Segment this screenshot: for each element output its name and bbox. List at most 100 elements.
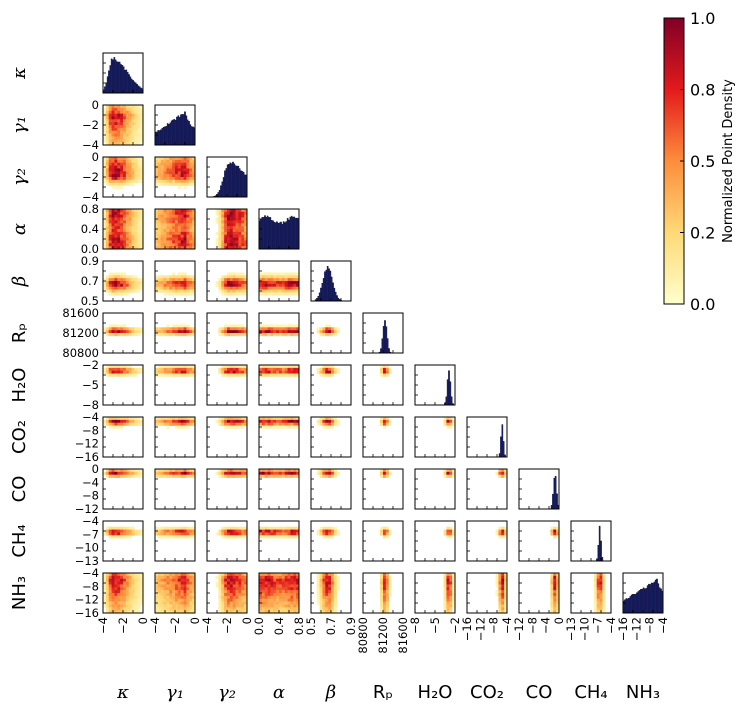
density-cell	[224, 529, 228, 533]
density-cell	[155, 526, 159, 530]
density-cell	[180, 598, 184, 602]
density-cell	[172, 601, 176, 605]
density-cell	[108, 159, 112, 164]
density-cell	[322, 593, 326, 597]
density-cell	[125, 373, 130, 377]
density-cell	[131, 370, 135, 374]
density-cell	[287, 471, 291, 476]
density-cell	[498, 601, 502, 605]
histogram-bar	[646, 585, 649, 614]
density-cell	[238, 417, 242, 421]
histogram-bar	[140, 87, 142, 94]
density-cell	[273, 532, 277, 536]
x-tick-label: −5	[428, 617, 442, 634]
density-cell	[163, 575, 167, 580]
density-cell	[316, 573, 320, 577]
density-cell	[180, 177, 184, 181]
histogram-bar	[126, 72, 129, 94]
density-cell	[183, 367, 187, 372]
density-cell	[131, 211, 135, 216]
density-cell	[221, 246, 225, 250]
density-cell	[186, 220, 190, 224]
density-cell	[186, 584, 190, 588]
density-cell	[224, 240, 228, 244]
density-cell	[284, 573, 288, 577]
density-cell	[267, 529, 271, 533]
histogram-bar	[238, 168, 241, 198]
density-cell	[241, 529, 245, 533]
density-cell	[108, 229, 112, 233]
density-cell	[172, 373, 176, 377]
density-cell	[123, 593, 127, 597]
density-cell	[128, 125, 132, 129]
density-cell	[284, 601, 288, 605]
density-cell	[157, 469, 162, 473]
density-cell	[244, 229, 248, 233]
histogram-bar	[277, 223, 280, 250]
density-cell	[172, 417, 176, 421]
density-cell	[221, 590, 225, 594]
density-cell	[131, 469, 135, 473]
density-cell	[498, 526, 502, 530]
density-cell	[177, 607, 182, 611]
density-cell	[134, 139, 138, 143]
density-cell	[120, 174, 124, 178]
density-cell	[186, 601, 190, 605]
x-tick-label: 0.7	[324, 617, 338, 635]
density-cell	[446, 590, 450, 594]
density-cell	[140, 122, 144, 126]
density-cell	[120, 595, 124, 600]
row-label-ch4: CH₄	[9, 524, 30, 557]
density-cell	[232, 422, 236, 426]
density-cell	[261, 327, 266, 331]
density-cell	[123, 127, 127, 132]
density-cell	[593, 610, 598, 614]
density-cell	[183, 595, 187, 600]
density-cell	[128, 529, 132, 533]
density-cell	[296, 526, 300, 530]
density-beta-vs-gamma2	[206, 260, 248, 302]
density-cell	[273, 590, 277, 594]
density-cell	[550, 529, 554, 533]
density-cell	[385, 604, 390, 608]
density-cell	[227, 220, 231, 224]
density-cell	[380, 598, 384, 602]
density-cell	[117, 243, 121, 247]
density-cell	[108, 127, 112, 132]
density-cell	[241, 286, 245, 290]
histogram-bar	[182, 114, 185, 146]
density-cell	[169, 469, 173, 473]
histogram-bar	[265, 217, 268, 250]
density-cell	[120, 535, 124, 539]
density-cell	[120, 578, 124, 582]
density-cell	[140, 174, 144, 178]
density-cell	[172, 610, 176, 614]
density-cell	[111, 231, 115, 236]
density-cell	[108, 182, 112, 186]
density-cell	[504, 573, 508, 577]
density-cell	[333, 610, 338, 614]
density-cell	[180, 327, 184, 331]
density-cell	[273, 327, 277, 331]
density-cell	[279, 607, 283, 611]
density-cell	[105, 283, 110, 288]
density-cell	[264, 422, 268, 426]
density-cell	[103, 590, 107, 594]
density-cell	[241, 217, 245, 221]
y-tick-label: −12	[75, 437, 99, 451]
density-cell	[163, 243, 167, 247]
density-cell	[160, 373, 164, 377]
density-cell	[221, 578, 225, 582]
col-label-rp: Rₚ	[373, 682, 393, 703]
density-cell	[279, 474, 283, 478]
density-cell	[140, 119, 144, 123]
density-cell	[175, 598, 179, 602]
density-cell	[290, 324, 294, 328]
density-cell	[189, 237, 193, 241]
density-cell	[103, 283, 107, 288]
density-cell	[215, 584, 219, 588]
density-cell	[105, 246, 110, 250]
density-cell	[235, 535, 239, 539]
density-cell	[160, 283, 164, 288]
density-cell	[270, 419, 274, 424]
